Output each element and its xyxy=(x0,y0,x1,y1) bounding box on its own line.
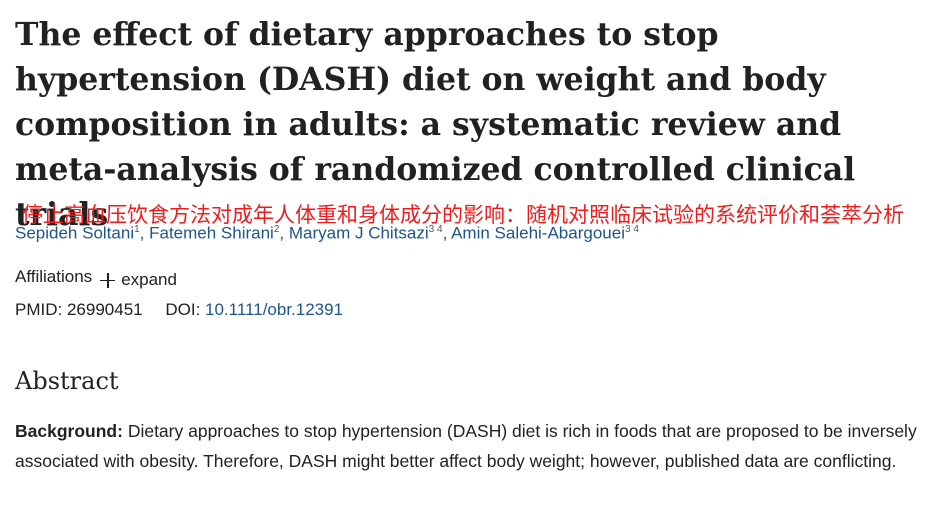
affiliations-row: Affiliations expand xyxy=(15,262,177,292)
abstract-background: Background: Dietary approaches to stop h… xyxy=(15,416,920,476)
chinese-translation-overlay: 停止高血压饮食方法对成年人体重和身体成分的影响：随机对照临床试验的系统评价和荟萃… xyxy=(22,203,904,227)
author-list: Sepideh Soltani1, Fatemeh Shirani2, Mary… xyxy=(15,223,639,243)
author-sup-4[interactable]: 3 4 xyxy=(624,224,639,235)
article-identifiers: PMID: 26990451 DOI: 10.1111/obr.12391 xyxy=(15,298,343,322)
abstract-heading: Abstract xyxy=(15,367,119,395)
doi-label: DOI: xyxy=(165,300,201,319)
plus-icon xyxy=(100,272,116,288)
expand-label: expand xyxy=(121,270,177,289)
author-link-4[interactable]: Amin Salehi-Abargouei xyxy=(451,223,625,243)
background-text: Dietary approaches to stop hypertension … xyxy=(15,421,917,471)
author-link-2[interactable]: Fatemeh Shirani xyxy=(149,223,274,243)
doi-link[interactable]: 10.1111/obr.12391 xyxy=(205,300,344,319)
background-label: Background: xyxy=(15,421,123,441)
author-sup-3[interactable]: 3 4 xyxy=(428,224,443,235)
pmid-value: 26990451 xyxy=(66,300,143,319)
affiliations-expand-button[interactable]: expand xyxy=(100,268,177,292)
author-sup-1[interactable]: 1 xyxy=(134,224,140,235)
affiliations-label: Affiliations xyxy=(15,267,93,286)
author-sup-2[interactable]: 2 xyxy=(273,224,280,235)
author-link-3[interactable]: Maryam J Chitsazi xyxy=(288,223,429,243)
pmid-label: PMID: xyxy=(15,300,63,319)
author-link-1[interactable]: Sepideh Soltani xyxy=(15,223,135,243)
article-title: The effect of dietary approaches to stop… xyxy=(15,16,856,233)
